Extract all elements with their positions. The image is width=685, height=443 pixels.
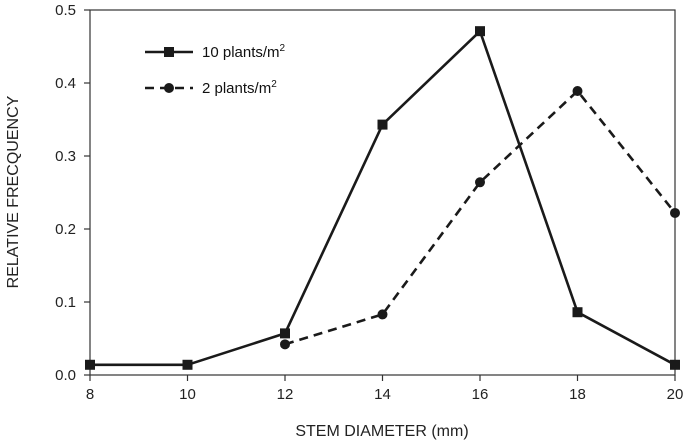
- plot-frame: [89, 9, 676, 376]
- data-point-square: [280, 328, 290, 339]
- x-tick-labels: 8 10 12 14 16 18 20: [86, 386, 684, 403]
- legend-square-marker: [164, 47, 174, 57]
- series-0: [85, 26, 680, 370]
- x-axis-title: STEM DIAMETER (mm): [295, 423, 468, 440]
- series-layer: [85, 26, 680, 370]
- x-tick-label: 16: [472, 386, 489, 403]
- x-tick-label: 18: [569, 386, 586, 403]
- y-tick-label: 0.4: [55, 75, 76, 92]
- legend-item-10-plants: 10 plants/m2: [145, 43, 286, 61]
- axis-ticks: [84, 9, 676, 381]
- data-point-square: [475, 26, 485, 37]
- legend: 10 plants/m2 2 plants/m2: [145, 43, 286, 97]
- y-tick-label: 0.1: [55, 294, 76, 311]
- x-tick-label: 12: [277, 386, 294, 403]
- y-tick-label: 0.0: [55, 367, 76, 384]
- legend-label-10-plants: 10 plants/m2: [202, 43, 286, 61]
- series-1: [280, 86, 680, 350]
- data-point-circle: [280, 339, 290, 350]
- legend-circle-marker: [164, 83, 174, 93]
- data-point-square: [377, 119, 388, 130]
- data-point-square: [85, 359, 95, 370]
- data-point-circle: [572, 86, 583, 97]
- y-axis-title: RELATIVE FRECQUENCY: [5, 95, 22, 288]
- y-tick-labels: 0.0 0.1 0.2 0.3 0.4 0.5: [55, 2, 76, 384]
- x-tick-label: 10: [179, 386, 196, 403]
- y-tick-label: 0.5: [55, 2, 76, 19]
- data-point-circle: [475, 177, 485, 188]
- legend-item-2-plants: 2 plants/m2: [145, 79, 277, 97]
- data-point-square: [670, 359, 680, 370]
- x-tick-label: 14: [374, 386, 391, 403]
- x-tick-label: 20: [667, 386, 684, 403]
- data-point-square: [182, 359, 193, 370]
- data-point-circle: [377, 309, 388, 320]
- data-point-circle: [670, 207, 680, 218]
- legend-label-2-plants: 2 plants/m2: [202, 79, 277, 97]
- data-point-square: [572, 307, 583, 318]
- y-tick-label: 0.3: [55, 148, 76, 165]
- y-tick-label: 0.2: [55, 221, 76, 238]
- x-tick-label: 8: [86, 386, 94, 403]
- series-line-1: [284, 89, 677, 346]
